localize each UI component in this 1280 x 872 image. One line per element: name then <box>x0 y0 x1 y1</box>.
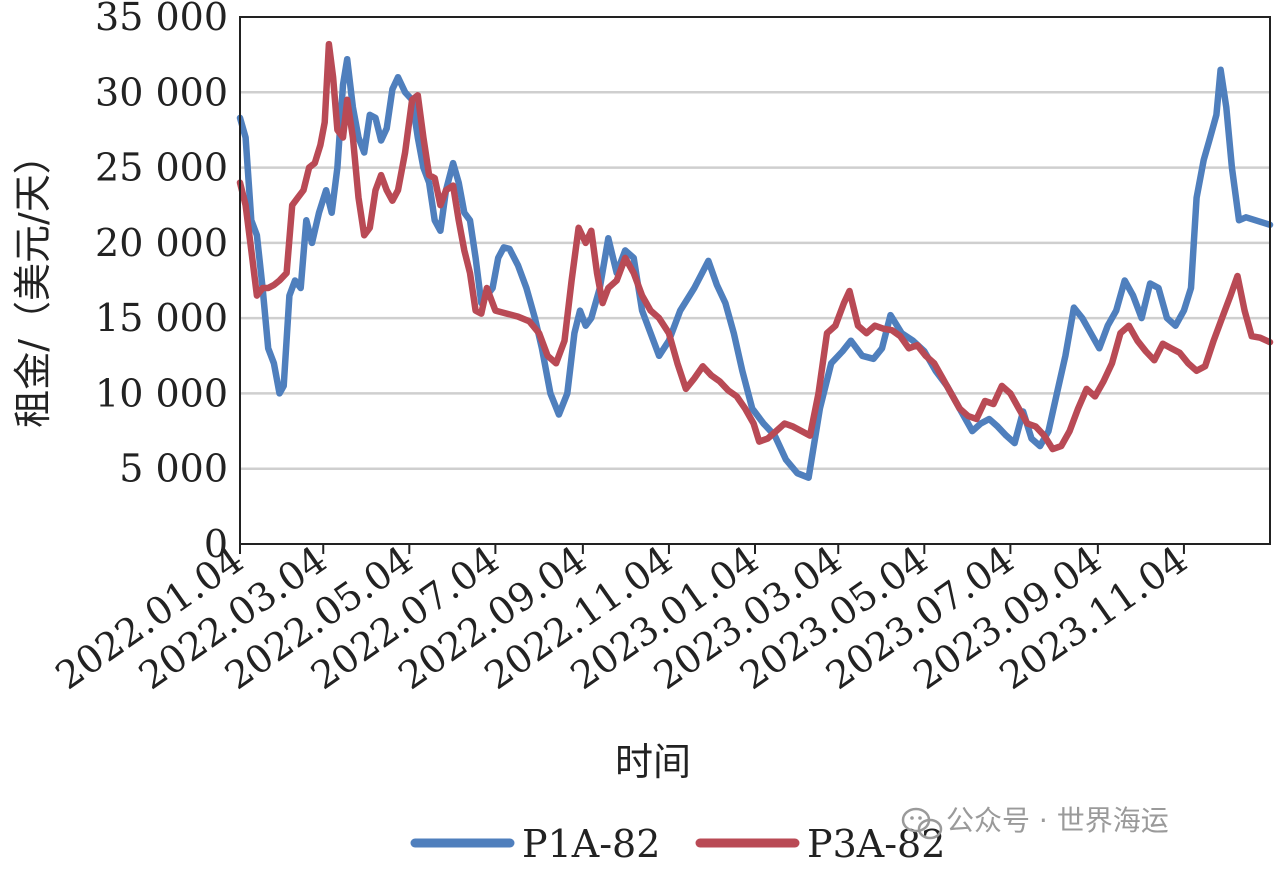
y-tick-label: 20 000 <box>95 221 228 265</box>
series-line-p1a-82 <box>236 55 1274 481</box>
y-tick-label: 25 000 <box>95 146 228 190</box>
y-tick-label: 0 <box>204 522 228 566</box>
watermark: 公众号 · 世界海运 <box>901 804 1169 840</box>
wechat-icon <box>901 807 943 840</box>
y-tick-label: 35 000 <box>95 0 228 39</box>
y-tick-label: 5 000 <box>119 447 228 491</box>
y-tick-label: 10 000 <box>95 371 228 415</box>
watermark-text: 公众号 · 世界海运 <box>946 804 1169 837</box>
series-line-p3a-82 <box>236 40 1274 453</box>
y-tick-label: 30 000 <box>95 70 228 114</box>
x-axis-title: 时间 <box>615 740 691 784</box>
y-tick-label: 15 000 <box>95 296 228 340</box>
grid-lines <box>240 91 1270 470</box>
series-lines <box>236 40 1274 481</box>
y-axis-ticks: 0 5 000 10 000 15 000 20 000 25 000 30 000 35 0… <box>95 0 228 566</box>
x-axis-ticks: 2022.01.042022.03.042022.05.042022.07.04… <box>48 537 1195 698</box>
legend-label: P1A-82 <box>522 822 660 866</box>
y-axis-title: 租金/（美元/天） <box>11 136 55 428</box>
legend: P1A-82 P3A-82 <box>410 822 945 866</box>
